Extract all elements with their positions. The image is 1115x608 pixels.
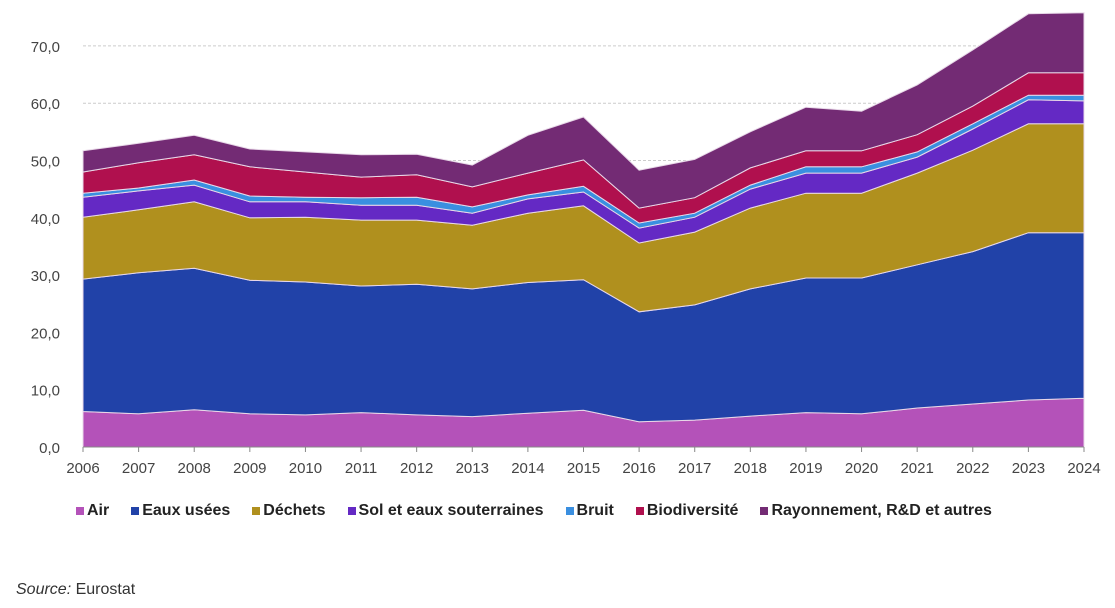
x-tick-label: 2022: [956, 460, 989, 477]
y-tick-label: 70,0: [31, 39, 60, 56]
x-tick-label: 2007: [122, 460, 155, 477]
legend-swatch: [565, 507, 574, 515]
legend-label: Biodiversité: [646, 502, 739, 519]
x-tick-label: 2011: [345, 460, 377, 477]
x-tick-label: 2023: [1012, 460, 1045, 477]
y-tick-label: 30,0: [31, 268, 60, 285]
x-tick-label: 2016: [622, 460, 655, 477]
legend-label: Air: [87, 502, 110, 519]
legend-label: Eaux usées: [142, 502, 231, 519]
legend-label: Bruit: [576, 502, 614, 519]
y-tick-label: 40,0: [31, 211, 60, 228]
legend-swatch: [76, 507, 84, 515]
y-tick-label: 50,0: [31, 154, 60, 171]
legend: Air Eaux usées Déchets Sol et eaux souterra…: [76, 502, 1014, 520]
legend-swatch: [760, 507, 769, 515]
area-rayonnement-r-d-et-autres: [82, 12, 1085, 209]
legend-label: Rayonnement, R&D et autres: [771, 502, 992, 519]
legend-item: Rayonnement, R&D et autres: [760, 502, 992, 520]
legend-item: Eaux usées: [131, 502, 230, 520]
x-tick-label: 2009: [233, 460, 266, 477]
x-tick-label: 2010: [289, 460, 322, 477]
x-tick-label: 2018: [734, 460, 767, 477]
x-axis: 2006 2007 2008 2009 2010 2011 2012 2013 2014 2015…: [66, 446, 1101, 477]
legend-item: Biodiversité: [635, 502, 739, 520]
y-tick-label: 10,0: [31, 383, 60, 400]
legend-swatch: [131, 507, 140, 515]
source-label: Source:: [16, 581, 72, 598]
y-axis: 0,0 10,0 20,0 30,0 40,0 50,0 60,0 70,0: [31, 39, 60, 457]
y-tick-label: 0,0: [39, 440, 60, 457]
stacked-area-chart: 2006 2007 2008 2009 2010 2011 2012 2013 2014 2015…: [31, 12, 1101, 477]
source-value: Eurostat: [71, 581, 136, 598]
legend-item: Bruit: [565, 502, 614, 520]
x-tick-label: 2008: [178, 460, 211, 477]
legend-label: Sol et eaux souterraines: [358, 502, 544, 519]
legend-item: Sol et eaux souterraines: [347, 502, 544, 520]
x-tick-label: 2021: [900, 460, 933, 477]
x-tick-label: 2013: [456, 460, 489, 477]
area-series: [82, 12, 1085, 448]
y-tick-label: 20,0: [31, 325, 60, 342]
x-tick-label: 2017: [678, 460, 711, 477]
y-tick-label: 60,0: [31, 96, 60, 113]
source-note: Source: Eurostat: [16, 581, 135, 599]
legend-swatch: [635, 507, 644, 515]
legend-item: Déchets: [252, 502, 326, 520]
legend-swatch: [347, 507, 356, 515]
x-tick-label: 2006: [66, 460, 99, 477]
legend-label: Déchets: [263, 502, 326, 519]
x-tick-label: 2014: [511, 460, 544, 477]
x-tick-label: 2012: [400, 460, 433, 477]
legend-swatch: [252, 507, 261, 515]
legend-item: Air: [76, 502, 109, 520]
x-tick-label: 2024: [1067, 460, 1100, 477]
x-tick-label: 2020: [845, 460, 878, 477]
x-tick-label: 2015: [567, 460, 600, 477]
x-tick-label: 2019: [789, 460, 822, 477]
